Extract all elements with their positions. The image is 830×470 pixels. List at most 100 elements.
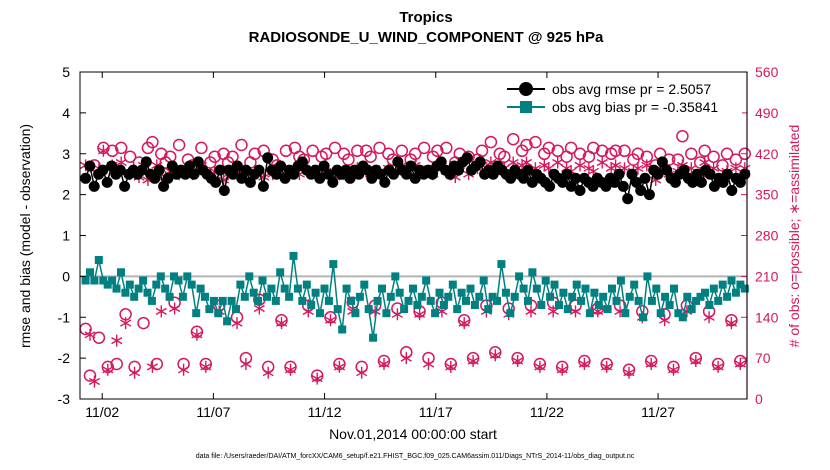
obs-possible-point <box>720 147 734 161</box>
rmse-point <box>322 168 334 180</box>
bias-point <box>223 317 232 326</box>
obs-assimilated-point <box>556 363 568 376</box>
bias-point <box>329 260 338 269</box>
rmse-point <box>106 160 118 172</box>
obs-assimilated-point <box>311 372 323 385</box>
bias-point <box>594 301 603 309</box>
obs-possible-point <box>319 147 333 161</box>
obs-assimilated-point <box>333 360 346 373</box>
legend: obs avg rmse pr = 2.5057 obs avg bias pr… <box>492 78 742 120</box>
rmse-point <box>518 172 530 184</box>
obs-assimilated-point <box>97 144 109 157</box>
bias-point <box>683 292 692 301</box>
bias-point <box>355 292 364 301</box>
obs-possible-point <box>92 331 106 344</box>
bias-point <box>470 301 479 309</box>
obs-assimilated-point <box>102 363 114 376</box>
y-tick-label: -1 <box>58 309 71 325</box>
y2-tick-label: 350 <box>755 187 779 203</box>
bias-point <box>696 292 705 301</box>
rmse-point <box>188 168 200 180</box>
obs-assimilated-point <box>525 305 537 318</box>
rmse-point <box>435 156 447 168</box>
obs-assimilated-point <box>378 358 390 370</box>
bias-point <box>484 305 493 314</box>
bias-point <box>740 284 749 293</box>
bias-point <box>634 296 643 305</box>
obs-assimilated-point <box>458 317 470 330</box>
chart-subtitle: RADIOSONDE_U_WIND_COMPONENT @ 925 hPa <box>249 29 604 46</box>
y-tick-label: -2 <box>58 350 71 366</box>
bias-point <box>289 251 298 260</box>
obs-assimilated-point <box>111 334 123 347</box>
rmse-point <box>218 185 230 196</box>
rmse-point <box>192 156 204 168</box>
bias-point <box>404 296 413 305</box>
bias-point <box>364 305 373 314</box>
bias-point <box>351 309 360 318</box>
bias-point <box>183 272 192 281</box>
rmse-point <box>565 180 577 192</box>
bias-point <box>678 313 687 322</box>
rmse-point <box>721 168 733 180</box>
bias-point <box>240 292 249 301</box>
y-tick-label: 1 <box>62 228 70 244</box>
y-tick-label: 3 <box>62 146 70 162</box>
obs-assimilated-point <box>578 358 590 370</box>
obs-assimilated-point <box>574 159 586 172</box>
rmse-point <box>587 180 599 192</box>
bias-point <box>493 296 501 305</box>
obs-assimilated-point <box>601 360 613 373</box>
bias-point <box>426 296 435 305</box>
bias-point <box>373 296 382 305</box>
obs-possible-point <box>475 144 489 158</box>
obs-possible-point <box>373 141 386 155</box>
obs-possible-point <box>351 144 364 158</box>
bias-point <box>497 260 506 269</box>
x-tick-label: 11/07 <box>196 404 230 420</box>
rmse-point <box>101 176 113 188</box>
bias-point <box>271 296 280 305</box>
obs-assimilated-point <box>231 317 243 330</box>
obs-possible-point <box>279 144 293 158</box>
bias-point <box>347 296 355 305</box>
obs-possible-point <box>671 153 685 166</box>
rmse-point <box>401 168 412 180</box>
bias-point <box>90 276 99 285</box>
rmse-point <box>622 193 634 205</box>
legend-box <box>492 78 742 120</box>
rmse-point <box>257 180 269 192</box>
bias-point <box>81 276 90 285</box>
rmse-point <box>626 168 638 180</box>
bias-point <box>532 284 541 293</box>
rmse-point <box>570 172 582 184</box>
obs-possible-point <box>707 150 720 163</box>
rmse-point <box>136 164 148 176</box>
obs-possible-point <box>417 141 431 155</box>
rmse-point <box>184 160 196 172</box>
x-tick-label: 11/22 <box>530 404 564 420</box>
rmse-point <box>726 185 738 196</box>
obs-possible-point <box>395 144 409 158</box>
bias-point <box>147 296 156 305</box>
obs-possible-point <box>248 147 262 161</box>
rmse-point <box>236 172 248 184</box>
bias-point <box>276 268 285 277</box>
rmse-point <box>80 172 92 184</box>
bias-point <box>692 296 701 305</box>
obs-possible-point <box>106 144 119 158</box>
rmse-point <box>119 180 131 192</box>
bias-point <box>577 296 586 305</box>
obs-assimilated-point <box>489 349 501 362</box>
bias-point <box>608 284 616 293</box>
bias-point <box>152 280 161 289</box>
bias-point <box>338 325 347 334</box>
x-tick-label: 11/02 <box>85 404 119 420</box>
y2-axis-label: # of obs: o=possible; ∗=assimilated <box>786 125 802 348</box>
obs-assimilated-point <box>88 375 101 388</box>
obs-assimilated-point <box>240 358 252 370</box>
bias-point <box>395 288 404 297</box>
bias-point <box>541 276 550 285</box>
legend-bias-marker <box>520 101 532 113</box>
